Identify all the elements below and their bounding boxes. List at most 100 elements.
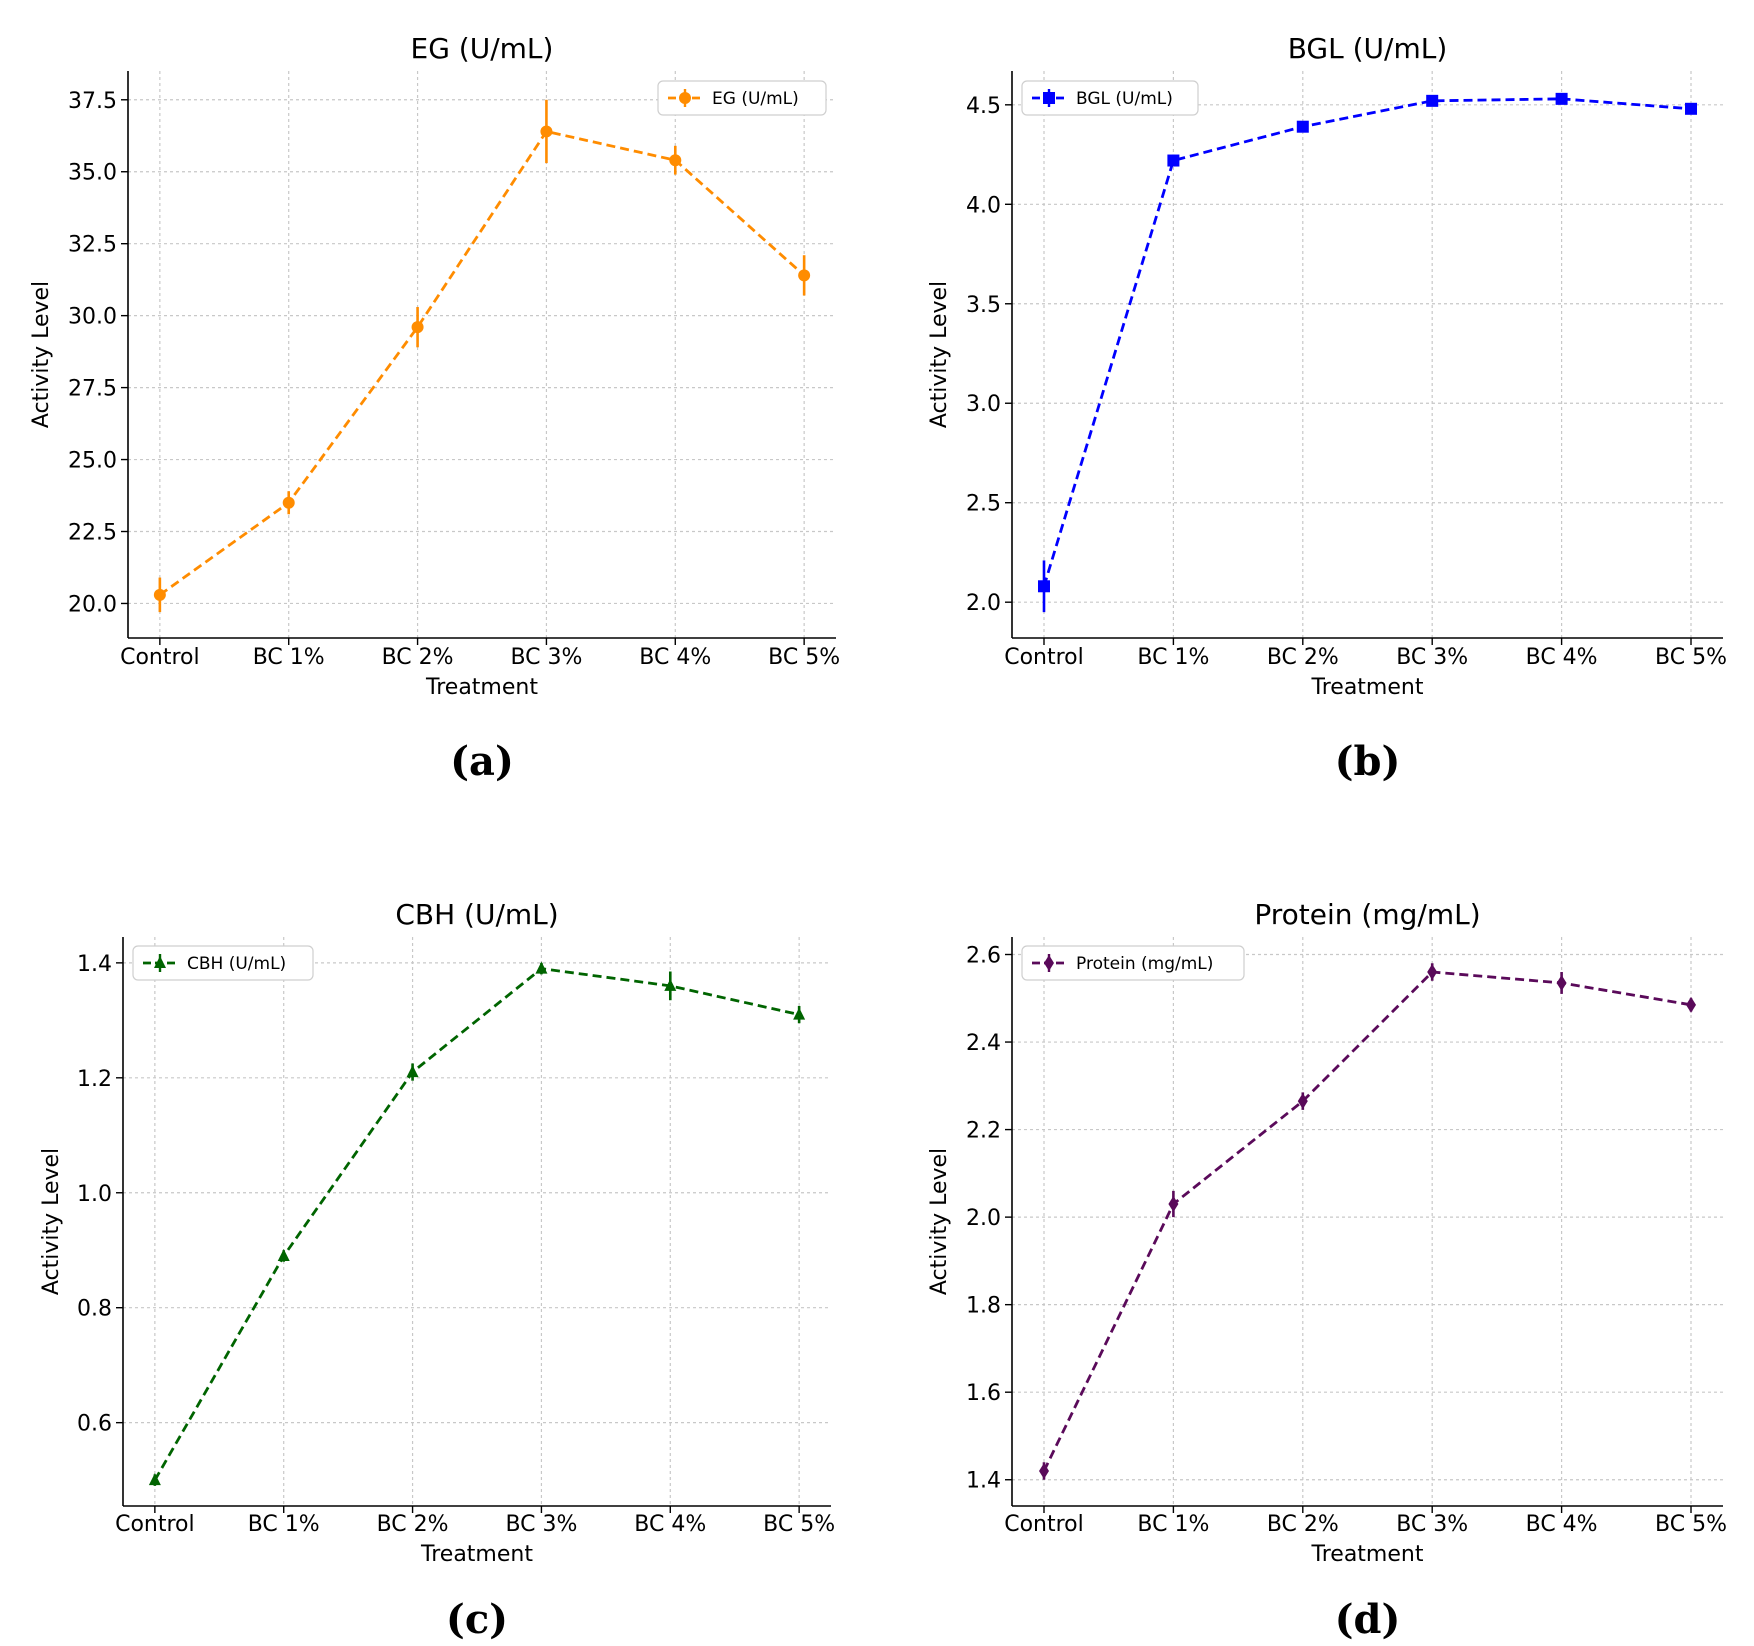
x-tick-label: Control [1004,1512,1084,1537]
chart-title: EG (U/mL) [411,32,554,65]
y-tick-label: 1.8 [966,1294,1001,1319]
x-tick-label: BC 5% [1655,645,1727,670]
y-tick-label: 35.0 [68,161,117,186]
y-axis-title: Activity Level [927,281,952,428]
x-tick-label: Control [115,1512,195,1537]
y-axis-title: Activity Level [927,1148,952,1295]
x-tick-label: BC 5% [768,645,840,670]
y-tick-label: 2.6 [966,944,1001,969]
x-tick-label: BC 2% [1267,1512,1339,1537]
x-axis-title: Treatment [1311,1542,1424,1567]
data-point [406,1065,419,1078]
x-tick-label: BC 1% [248,1512,320,1537]
legend-marker-swatch [679,92,691,104]
y-tick-label: 1.6 [966,1381,1001,1406]
y-tick-label: 1.4 [966,1469,1001,1494]
chart-title: CBH (U/mL) [395,898,558,931]
legend: Protein (mg/mL) [1021,945,1245,981]
legend: BGL (U/mL) [1021,80,1199,116]
panel-label: (d) [1335,1596,1401,1643]
y-axis-title: Activity Level [29,281,54,428]
legend-marker-swatch [1044,955,1054,971]
x-tick-label: BC 3% [1396,1512,1468,1537]
series-line [153,967,800,1481]
legend-marker-swatch [154,956,166,968]
series-line [159,129,806,596]
series-line [1042,97,1692,587]
y-tick-label: 3.0 [966,392,1001,417]
chart-panel-1: 20.0 22.5 25.0 27.5 30.0 32.5 35.0 37.5 Control B… [29,32,840,785]
legend-box [657,80,827,116]
y-tick-label: 32.5 [68,233,117,258]
data-point [669,154,682,167]
y-tick-label: 4.5 [966,94,1001,119]
y-tick-label: 0.8 [77,1297,112,1322]
x-tick-label: BC 2% [382,645,454,670]
series-line [1042,970,1692,1472]
legend: CBH (U/mL) [132,945,314,981]
legend: EG (U/mL) [657,80,827,116]
y-tick-label: 1.4 [77,952,112,977]
x-tick-label: Control [1004,645,1084,670]
panel-label: (b) [1335,738,1401,785]
y-tick-label: 2.0 [966,1206,1001,1231]
x-tick-label: BC 4% [634,1512,706,1537]
data-point [1427,964,1438,981]
y-tick-label: 4.0 [966,193,1001,218]
legend-label: BGL (U/mL) [1076,89,1173,109]
legend-label: Protein (mg/mL) [1076,954,1213,974]
y-tick-label: 37.5 [68,89,117,114]
x-tick-label: BC 1% [1137,645,1209,670]
data-point [1038,1462,1049,1479]
y-tick-label: 25.0 [68,449,117,474]
legend-label: CBH (U/mL) [187,954,286,974]
panel-label: (c) [446,1596,508,1643]
data-point [793,1007,806,1020]
data-point [540,125,553,138]
data-point [1426,94,1439,107]
x-axis-title: Treatment [425,675,538,700]
data-point [411,321,424,334]
data-point [1555,92,1568,105]
data-point [1297,1093,1308,1110]
y-tick-label: 2.2 [966,1119,1001,1144]
x-tick-label: BC 2% [377,1512,449,1537]
chart-title: BGL (U/mL) [1288,32,1448,65]
x-tick-label: BC 3% [1396,645,1468,670]
data-point [1037,580,1050,593]
x-axis-title: Treatment [1311,675,1424,700]
x-tick-label: BC 4% [1526,645,1598,670]
legend-box [1021,945,1245,981]
panel-label: (a) [450,738,514,785]
x-tick-label: BC 2% [1267,645,1339,670]
legend-label: EG (U/mL) [712,89,799,109]
data-point [535,961,548,974]
x-tick-label: BC 4% [639,645,711,670]
data-point [282,496,295,509]
y-tick-label: 20.0 [68,592,117,617]
data-point [664,978,677,991]
data-point [148,1473,161,1486]
y-tick-label: 1.2 [77,1067,112,1092]
data-point [153,588,166,601]
x-axis-title: Treatment [420,1542,533,1567]
y-tick-label: 2.4 [966,1031,1001,1056]
y-tick-label: 3.5 [966,293,1001,318]
chart-panel-3: 0.6 0.8 1.0 1.2 1.4 Control BC 1% BC 2% BC 3% BC … [39,898,835,1643]
chart-panel-2: 2.0 2.5 3.0 3.5 4.0 4.5 Control BC 1% BC 2% BC 3%… [927,32,1727,785]
data-point [277,1248,290,1261]
legend-box [1021,80,1199,116]
x-tick-label: BC 5% [763,1512,835,1537]
x-tick-label: BC 3% [510,645,582,670]
y-tick-label: 1.0 [77,1182,112,1207]
data-point [1168,1195,1179,1212]
y-tick-label: 30.0 [68,305,117,330]
x-tick-label: BC 4% [1526,1512,1598,1537]
data-point [1686,996,1697,1013]
x-tick-label: BC 1% [253,645,325,670]
data-point [1167,154,1180,167]
x-tick-label: BC 1% [1137,1512,1209,1537]
legend-box [132,945,314,981]
y-tick-label: 27.5 [68,377,117,402]
